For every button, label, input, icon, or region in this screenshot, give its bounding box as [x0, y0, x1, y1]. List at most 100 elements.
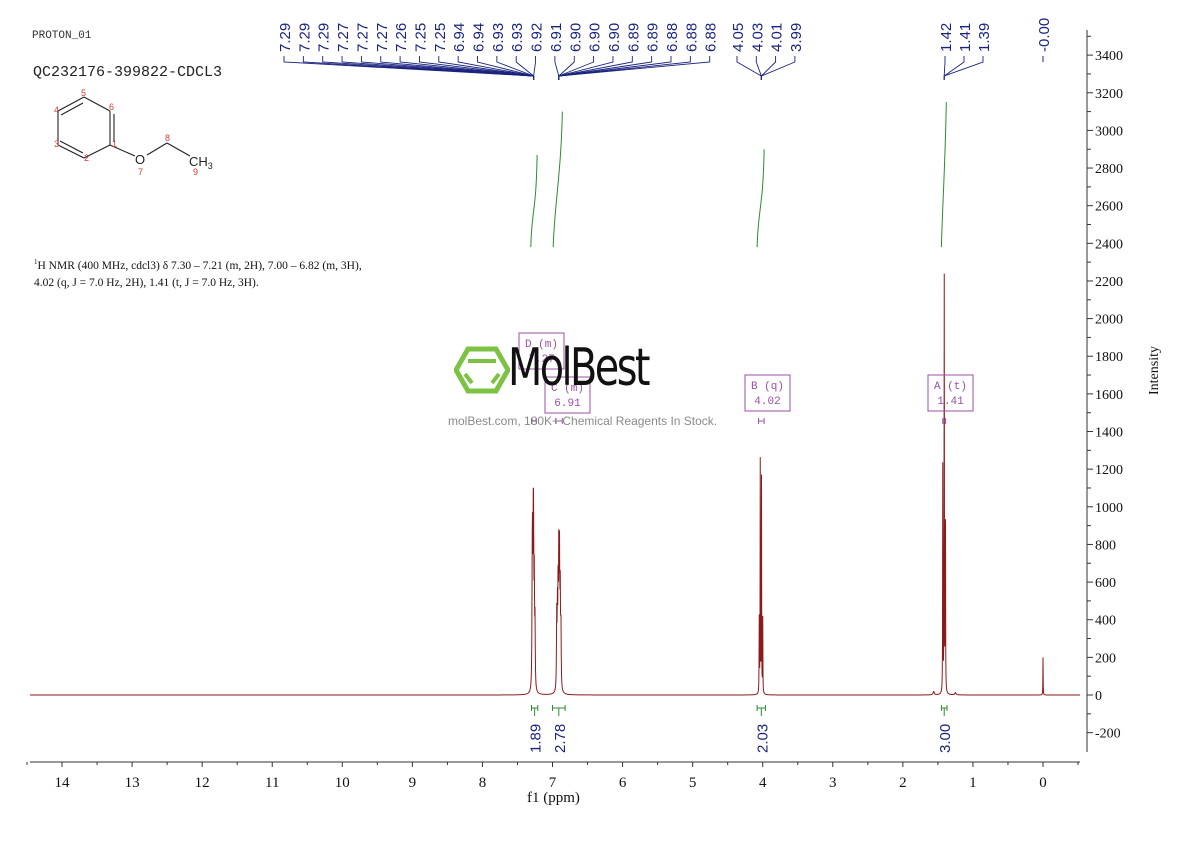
multiplet-box: D (m) 7.27 — [518, 332, 565, 370]
peak-shift-label: 6.90 — [567, 23, 584, 52]
svg-text:7.27: 7.27 — [528, 354, 554, 366]
integral-curve — [552, 111, 563, 248]
y-axis-label: Intensity — [1147, 346, 1162, 395]
y-tick-label: 800 — [1095, 538, 1116, 553]
x-axis-label: f1 (ppm) — [527, 790, 580, 806]
integral-label: 2.03 — [754, 705, 771, 753]
sample-id: QC232176-399822-CDCL3 — [33, 64, 223, 81]
peak-shift-label: 6.93 — [490, 23, 507, 52]
integral-label: 2.78 — [552, 705, 569, 753]
peak-shift-label: 6.89 — [625, 23, 642, 52]
nmr-description: 1H NMR (400 MHz, cdcl3) δ 7.30 – 7.21 (m… — [34, 254, 362, 292]
svg-text:1.89: 1.89 — [528, 724, 545, 753]
atom-label-8: 8 — [165, 133, 170, 143]
peak-shift-label: 7.29 — [296, 23, 313, 52]
peak-shift-label: 7.27 — [354, 23, 371, 52]
y-tick-label: 2600 — [1095, 200, 1123, 215]
y-tick-label: 1000 — [1095, 501, 1123, 516]
multiplet-box: B (q) 4.02 — [744, 374, 791, 412]
x-tick-label: 12 — [195, 775, 210, 791]
peak-shift-label: 6.94 — [471, 23, 488, 52]
atom-label-9: 9 — [193, 167, 198, 177]
x-tick-label: 11 — [265, 775, 279, 791]
x-tick-label: 9 — [409, 775, 417, 791]
y-tick-label: 1200 — [1095, 463, 1123, 478]
y-tick-label: 200 — [1095, 651, 1116, 666]
experiment-name: PROTON_01 — [32, 30, 92, 42]
peak-shift-label: 6.89 — [645, 23, 662, 52]
peak-shift-label: 7.29 — [316, 23, 333, 52]
peak-shift-label: 4.03 — [749, 23, 766, 52]
y-tick-label: -200 — [1095, 727, 1121, 742]
watermark-tagline: molBest.com, 180K+ Chemical Reagents In … — [448, 414, 718, 428]
svg-text:2.78: 2.78 — [552, 724, 569, 753]
y-tick-label: 3400 — [1095, 49, 1123, 64]
integral-curve — [756, 149, 765, 248]
svg-text:6.91: 6.91 — [554, 398, 581, 410]
x-tick-label: 10 — [335, 775, 350, 791]
nmr-description-line1: H NMR (400 MHz, cdcl3) δ 7.30 – 7.21 (m,… — [37, 259, 362, 272]
x-tick-label: 1 — [969, 775, 977, 791]
x-tick-label: 8 — [479, 775, 487, 791]
peak-shift-label: 1.42 — [938, 23, 955, 52]
peak-shift-label: 7.27 — [374, 23, 391, 52]
peak-label-group: 1.42 1.41 1.39 — [938, 23, 993, 80]
peak-shift-label: 6.93 — [509, 23, 526, 52]
y-tick-label: 3000 — [1095, 124, 1123, 139]
y-tick-label: 0 — [1095, 689, 1102, 704]
peak-label-group: 4.05 4.03 4.01 3.99 — [730, 23, 805, 80]
y-tick-label: 1600 — [1095, 388, 1123, 403]
x-tick-label: 6 — [619, 775, 627, 791]
x-tick-label: 3 — [829, 775, 837, 791]
y-axis: 3400320030002800260024002200200018001600… — [1086, 30, 1123, 752]
integral-label: 3.00 — [937, 705, 954, 753]
peak-shift-label: 6.88 — [683, 23, 700, 52]
y-tick-label: 1800 — [1095, 350, 1123, 365]
svg-text:3.00: 3.00 — [937, 724, 954, 753]
peak-shift-label: 4.05 — [730, 23, 747, 52]
watermark-brand: MolBest — [508, 338, 650, 398]
peak-shift-label: 7.27 — [335, 23, 352, 52]
peak-shift-label: 3.99 — [788, 23, 805, 52]
atom-label-4: 4 — [54, 105, 59, 115]
x-tick-label: 13 — [125, 775, 140, 791]
nmr-description-line2: 4.02 (q, J = 7.0 Hz, 2H), 1.41 (t, J = 7… — [34, 276, 259, 289]
atom-label-5: 5 — [81, 88, 86, 98]
peak-shift-label: 7.25 — [412, 23, 429, 52]
multiplet-box: A (t) 1.41 — [927, 374, 974, 412]
peak-shift-label: 1.39 — [976, 23, 993, 52]
peak-shift-label: 6.94 — [451, 23, 468, 52]
y-tick-label: 400 — [1095, 614, 1116, 629]
x-tick-label: 5 — [689, 775, 697, 791]
molbest-logo-icon — [454, 346, 510, 394]
nmr-superscript: 1 — [34, 258, 38, 266]
peak-shift-label: 7.26 — [393, 23, 410, 52]
atom-label-3: 3 — [54, 139, 59, 149]
atom-label-1: 1 — [112, 139, 117, 149]
integral-label: 1.89 — [528, 705, 545, 753]
peak-shift-label: 4.01 — [769, 23, 786, 52]
svg-text:2.03: 2.03 — [754, 724, 771, 753]
y-tick-label: 3200 — [1095, 87, 1123, 102]
y-tick-label: 2400 — [1095, 237, 1123, 252]
svg-text:4.02: 4.02 — [754, 396, 780, 408]
spectrum-trace — [30, 273, 1080, 696]
peak-shift-label: 7.29 — [277, 23, 294, 52]
svg-text:B (q): B (q) — [751, 381, 784, 393]
peak-shift-label: 7.25 — [432, 23, 449, 52]
peak-shift-label: -0.00 — [1036, 18, 1053, 52]
oxygen-atom: O — [135, 152, 145, 167]
peak-shift-label: 6.91 — [548, 23, 565, 52]
svg-text:D (m): D (m) — [525, 339, 558, 351]
multiplet-box: C (m) 6.91 — [544, 376, 591, 414]
integral-curve — [530, 154, 538, 248]
x-tick-label: 0 — [1039, 775, 1047, 791]
y-tick-label: 2800 — [1095, 162, 1123, 177]
svg-text:C (m): C (m) — [551, 383, 584, 395]
peak-shift-label: 6.88 — [664, 23, 681, 52]
x-axis: 14 13 12 11 10 9 8 7 6 5 4 3 2 1 0 — [26, 761, 1080, 791]
svg-text:A (t): A (t) — [934, 381, 967, 393]
peak-shift-label: 1.41 — [957, 23, 974, 52]
y-tick-label: 600 — [1095, 576, 1116, 591]
